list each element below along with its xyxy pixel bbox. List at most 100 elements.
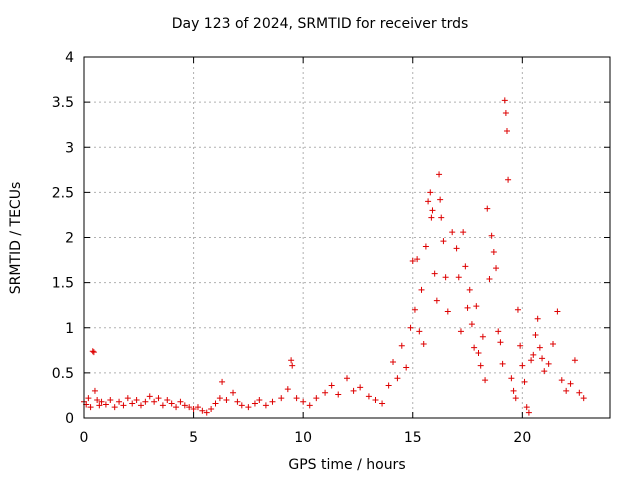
data-point	[85, 395, 92, 402]
data-point	[490, 248, 497, 255]
data-point	[422, 243, 429, 250]
data-point	[536, 344, 543, 351]
data-point	[541, 368, 548, 375]
data-point	[142, 398, 149, 405]
data-point	[418, 286, 425, 293]
data-point	[488, 232, 495, 239]
data-point	[379, 400, 386, 407]
data-point	[444, 308, 451, 315]
data-point	[107, 396, 114, 403]
data-point	[462, 263, 469, 270]
data-point	[425, 198, 432, 205]
data-point	[433, 297, 440, 304]
data-point	[293, 395, 300, 402]
data-point	[120, 402, 127, 409]
data-point	[278, 395, 285, 402]
data-point	[96, 402, 103, 409]
data-point	[510, 387, 517, 394]
data-point	[219, 378, 226, 385]
data-point	[289, 362, 296, 369]
x-tick-label: 20	[513, 430, 531, 446]
data-point	[484, 205, 491, 212]
data-point	[580, 395, 587, 402]
data-point	[234, 398, 241, 405]
data-point	[238, 402, 245, 409]
data-point	[420, 340, 427, 347]
data-point	[300, 398, 307, 405]
data-point	[558, 377, 565, 384]
data-point	[344, 375, 350, 382]
data-point	[230, 389, 237, 396]
data-point	[416, 328, 423, 335]
data-point	[427, 189, 434, 196]
x-tick-label: 15	[404, 430, 422, 446]
y-tick-label: 0	[65, 411, 74, 427]
data-point	[497, 339, 504, 346]
data-point	[453, 245, 460, 252]
data-point	[159, 402, 166, 409]
x-tick-label: 10	[294, 430, 312, 446]
data-point	[438, 214, 445, 221]
data-point	[471, 344, 478, 351]
data-point	[208, 405, 215, 412]
data-point	[414, 256, 421, 263]
data-point	[403, 364, 410, 371]
data-point	[475, 350, 482, 357]
data-point	[493, 265, 500, 272]
data-point	[398, 342, 405, 349]
data-point	[181, 402, 188, 409]
plot-frame	[83, 56, 611, 419]
data-point	[328, 382, 335, 389]
data-point	[539, 355, 546, 362]
data-point	[409, 257, 416, 264]
data-point	[528, 357, 535, 364]
x-tick-label: 5	[189, 430, 198, 446]
data-point	[212, 400, 219, 407]
data-point	[457, 328, 464, 335]
data-point	[168, 400, 175, 407]
data-point	[576, 389, 583, 396]
data-point	[194, 404, 201, 411]
data-point	[151, 398, 158, 405]
data-point	[365, 393, 372, 400]
y-tick-label: 3	[65, 140, 74, 156]
data-point	[91, 387, 98, 394]
y-tick-label: 0.5	[52, 366, 74, 382]
data-point	[350, 387, 357, 394]
data-point	[335, 391, 342, 398]
data-point	[372, 396, 379, 403]
data-point	[517, 342, 524, 349]
data-point	[477, 362, 484, 369]
data-point	[164, 396, 171, 403]
data-point	[94, 396, 101, 403]
y-tick-label: 3.5	[52, 95, 74, 111]
data-point	[190, 405, 197, 412]
data-point	[563, 387, 570, 394]
data-point	[431, 270, 438, 277]
data-point	[245, 404, 252, 411]
data-point	[571, 357, 578, 364]
data-point	[440, 238, 447, 245]
data-point	[502, 109, 509, 116]
data-point	[98, 398, 105, 405]
y-tick-label: 1	[65, 321, 74, 337]
data-point	[223, 396, 230, 403]
data-point	[116, 398, 123, 405]
data-point	[111, 404, 118, 411]
data-point	[473, 303, 480, 310]
data-point	[313, 395, 320, 402]
data-point	[199, 407, 206, 414]
chart-title: Day 123 of 2024, SRMTID for receiver trd…	[171, 16, 469, 32]
data-point	[495, 328, 502, 335]
data-point	[514, 306, 521, 313]
axis-ticks: 0 0.5 1 1.5 2 2.5 3 3.5 4 0 5 10 15 20	[52, 50, 610, 446]
data-point	[503, 128, 510, 135]
data-point	[269, 398, 276, 405]
data-point	[482, 377, 489, 384]
data-point	[390, 359, 397, 366]
data-point	[262, 402, 269, 409]
data-point	[322, 389, 329, 396]
y-tick-label: 2.5	[52, 185, 74, 201]
data-point	[90, 349, 97, 356]
